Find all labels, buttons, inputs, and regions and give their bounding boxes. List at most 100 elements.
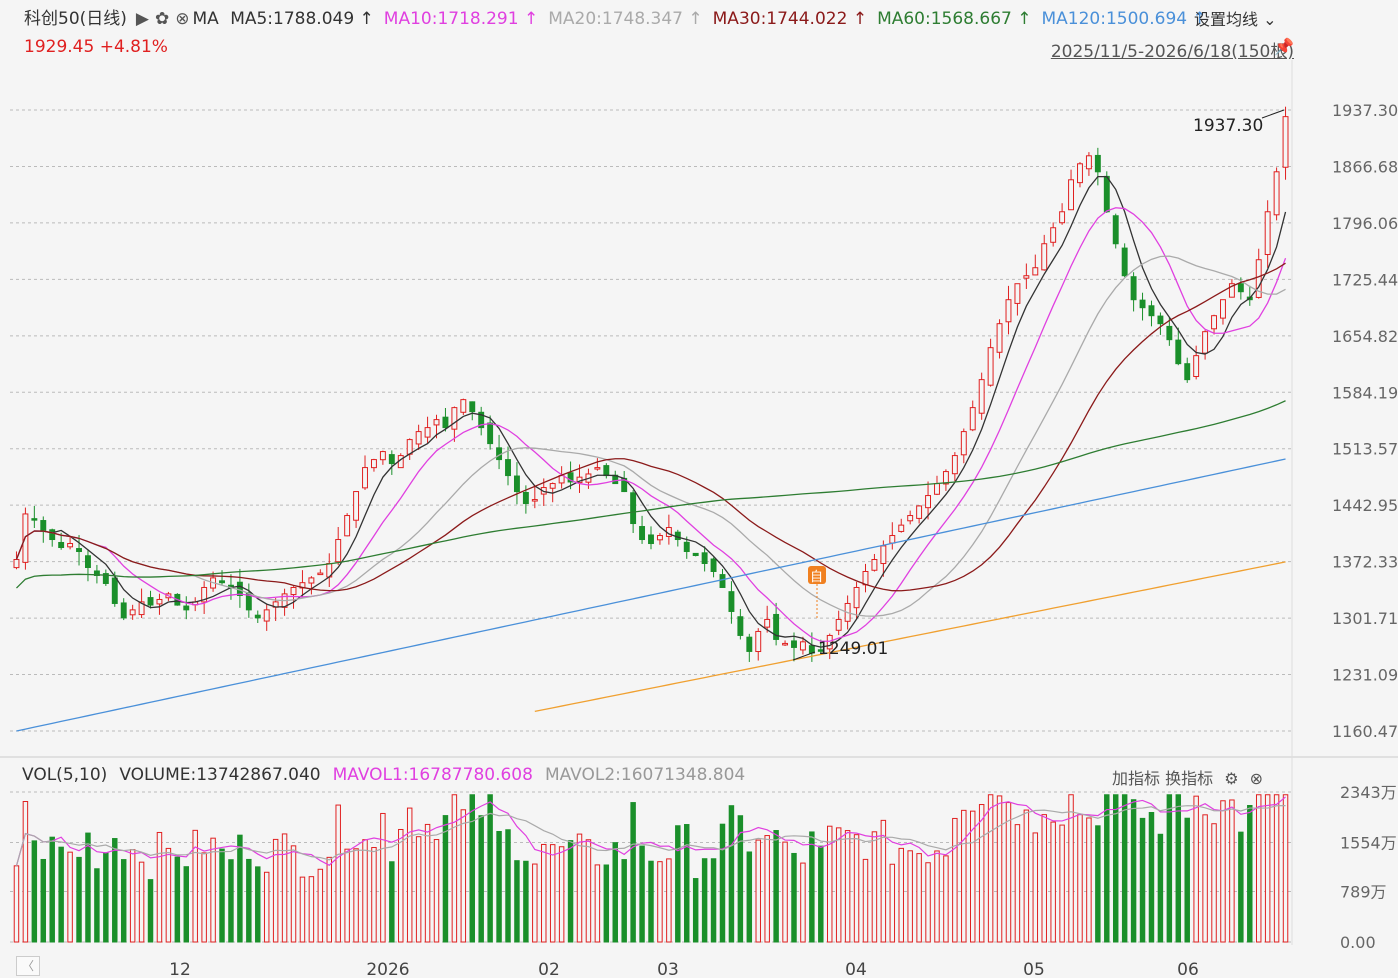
candle-body [40,520,47,533]
x-tick-label: 06 [1177,960,1199,978]
candle-body [1050,227,1057,243]
volume-bar [1229,799,1235,943]
volume-bar [701,858,708,943]
volume-bar [1157,833,1164,943]
volume-bar [871,831,878,943]
add-indicator-button[interactable]: 加指标 [1112,769,1161,788]
candle-body [254,614,261,619]
gear-icon[interactable]: ⚙ [1224,769,1239,788]
volume-bar [31,840,38,943]
candle-body [460,399,467,413]
close-icon[interactable]: ⊗ [1249,769,1264,788]
ma-legend-item: MA20:1748.347 ↑ [548,9,703,29]
candle-body [85,555,91,568]
volume-bar [1273,794,1280,943]
volume-bar [630,802,636,943]
y-tick-label: 1372.33 [1332,553,1398,572]
set-ma-label: 设置均线 [1194,10,1259,29]
volume-bar [281,833,288,943]
candle-body [1184,363,1191,381]
play-icon[interactable]: ▶ [135,9,149,29]
candle-body [773,613,780,640]
volume-bar [1211,823,1217,943]
volume-bar [567,840,574,943]
candle-body [111,577,118,604]
candle-body [442,416,449,429]
candle-body [219,580,225,584]
volume-bar [1238,831,1244,943]
scroll-left-button[interactable]: 〈 [16,956,40,976]
volume-bar [639,845,645,943]
candle-body [871,559,878,571]
candle-body [1023,275,1030,279]
indicator-tools: 加指标 换指标 ⚙ ⊗ [1112,765,1263,789]
y-tick-label: 1231.09 [1332,666,1398,685]
ma30-line [15,262,1286,592]
volume-bar [129,849,136,943]
candle-body [639,526,646,541]
candle-body [1005,299,1012,323]
close-icon[interactable]: ⊗ [175,9,190,29]
volume-bar [880,819,887,943]
volume-bar [138,861,145,943]
volume-bar [1121,794,1128,943]
volume-bar [1247,805,1253,943]
volume-bar [120,859,127,943]
candle-body [1202,331,1209,354]
candle-body [156,598,163,605]
candle-body [862,570,869,586]
candle-body [656,535,663,541]
volume-bar [541,843,547,943]
ma20-line [15,255,1286,617]
pin-icon[interactable]: 📌 [1274,37,1294,56]
volume-bar [532,863,538,943]
volume-bar [505,829,511,943]
volume-bar [737,815,744,943]
volume-bar [1255,794,1262,943]
volume-bar [621,859,627,943]
volume-bar [782,841,788,943]
ma-legend-item: MA30:1744.022 ↑ [712,9,868,29]
candle-body [522,491,529,505]
x-tick-label: 02 [538,960,560,978]
volume-bar [406,807,413,943]
candle-body [478,411,485,429]
volume-bar [1112,794,1119,943]
volume-bar [1059,824,1065,943]
volume-bar [764,835,770,943]
volume-bar [1023,809,1030,943]
volume-bar [290,845,297,943]
candle-body [379,451,386,461]
candle-body [987,347,994,386]
volume-bar [1220,800,1226,943]
gear-icon[interactable]: ✿ [154,9,170,29]
candle-body [934,483,940,495]
candle-body [1273,171,1280,216]
x-tick-label: 05 [1023,960,1045,978]
candle-body [1228,283,1235,298]
ma10-line [15,207,1287,642]
date-range[interactable]: 2025/11/5-2026/6/18(150根) [1050,42,1294,62]
volume-bar [147,879,154,943]
volume-bar [773,830,779,943]
volume-bar [800,862,806,943]
candle-body [1059,211,1066,224]
volume-bar [719,823,726,943]
ma-label: MA [192,9,219,29]
candle-body [835,618,842,631]
vol-title: VOL(5,10) [22,765,108,785]
volume-bar [791,852,797,943]
volume-bar [1095,825,1101,943]
volume-bar [22,801,29,943]
switch-indicator-button[interactable]: 换指标 [1165,769,1214,788]
volume-bar [272,838,279,943]
volume-bar [246,858,252,943]
volume-bar [67,851,73,943]
candle-body [1166,325,1173,341]
set-ma-button[interactable]: 设置均线 ⌄ [1194,10,1277,29]
volume-bar [853,834,860,943]
candle-body [147,597,154,606]
candle-body [648,534,654,545]
candle-body [1077,163,1083,184]
volume-bar [85,832,91,943]
